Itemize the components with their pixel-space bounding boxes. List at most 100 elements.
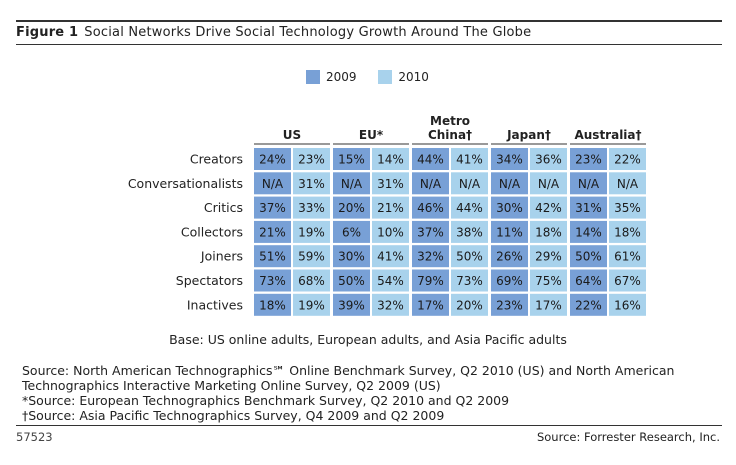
cell-joiners-japan-2009	[491, 245, 528, 268]
cell-value-spectators-us-2009: 73%	[259, 274, 286, 288]
cell-value-conversationalists-us-2010: 31%	[298, 177, 325, 191]
row-label-joiners: Joiners	[200, 249, 243, 264]
cell-value-collectors-australia-2009: 14%	[575, 225, 602, 239]
cell-value-collectors-japan-2009: 11%	[496, 225, 523, 239]
cell-joiners-australia-2010	[609, 245, 646, 268]
region-header-metro-china: China†	[428, 128, 472, 142]
cell-creators-metro-china-2009	[412, 148, 449, 170]
cell-creators-japan-2009	[491, 148, 528, 170]
region-header-metro-china-line1: Metro	[430, 114, 470, 128]
source-line-3: *Source: European Technographics Benchma…	[22, 393, 510, 408]
cell-critics-eu-2009	[333, 196, 370, 219]
cell-conversationalists-metro-china-2009	[412, 172, 449, 195]
cell-conversationalists-australia-2009	[570, 172, 607, 195]
region-header-australia: Australia†	[574, 128, 641, 142]
cell-inactives-eu-2009	[333, 293, 370, 316]
cell-value-conversationalists-eu-2009: N/A	[341, 177, 363, 191]
cell-value-critics-eu-2010: 21%	[377, 201, 404, 215]
cell-creators-japan-2010	[530, 148, 567, 170]
base-note: Base: US online adults, European adults,…	[169, 332, 567, 347]
cell-value-inactives-eu-2009: 39%	[338, 298, 365, 312]
cell-value-spectators-japan-2010: 75%	[535, 274, 562, 288]
cell-spectators-australia-2010	[609, 269, 646, 292]
cell-value-critics-metro-china-2009: 46%	[417, 201, 444, 215]
cell-inactives-australia-2010	[609, 293, 646, 316]
cell-creators-metro-china-2010	[451, 148, 488, 170]
cell-value-creators-us-2009: 24%	[259, 153, 286, 167]
cell-critics-japan-2010	[530, 196, 567, 219]
cell-value-critics-eu-2009: 20%	[338, 201, 365, 215]
row-label-inactives: Inactives	[187, 297, 243, 312]
cell-collectors-japan-2010	[530, 220, 567, 243]
cell-value-conversationalists-metro-china-2010: N/A	[459, 177, 481, 191]
cell-critics-us-2009	[254, 196, 291, 219]
legend-label-2009: 2009	[326, 70, 357, 84]
cell-joiners-eu-2010	[372, 245, 409, 268]
cell-creators-eu-2009	[333, 148, 370, 170]
cell-value-conversationalists-metro-china-2009: N/A	[420, 177, 442, 191]
source-line-1: Source: North American Technographics℠ O…	[22, 363, 675, 378]
cell-joiners-japan-2010	[530, 245, 567, 268]
cell-value-critics-metro-china-2010: 44%	[456, 201, 483, 215]
cell-conversationalists-eu-2009	[333, 172, 370, 195]
cell-value-joiners-us-2009: 51%	[259, 250, 286, 264]
cell-spectators-eu-2010	[372, 269, 409, 292]
cell-collectors-metro-china-2009	[412, 220, 449, 243]
cell-value-conversationalists-australia-2009: N/A	[578, 177, 600, 191]
cell-value-inactives-japan-2010: 17%	[535, 298, 562, 312]
cell-value-inactives-us-2009: 18%	[259, 298, 286, 312]
legend-label-2010: 2010	[398, 70, 429, 84]
cell-joiners-metro-china-2009	[412, 245, 449, 268]
cell-inactives-us-2010	[293, 293, 330, 316]
cell-spectators-us-2010	[293, 269, 330, 292]
cell-value-joiners-eu-2010: 41%	[377, 250, 404, 264]
cell-spectators-eu-2009	[333, 269, 370, 292]
cell-conversationalists-eu-2010	[372, 172, 409, 195]
cell-joiners-us-2009	[254, 245, 291, 268]
cell-value-critics-japan-2009: 30%	[496, 201, 523, 215]
cell-value-critics-japan-2010: 42%	[535, 201, 562, 215]
cell-value-inactives-japan-2009: 23%	[496, 298, 523, 312]
cell-critics-eu-2010	[372, 196, 409, 219]
cell-value-joiners-metro-china-2010: 50%	[456, 250, 483, 264]
legend-item-2010: 2010	[378, 70, 429, 84]
cell-value-creators-eu-2009: 15%	[338, 153, 365, 167]
cell-value-critics-australia-2009: 31%	[575, 201, 602, 215]
cell-joiners-us-2010	[293, 245, 330, 268]
cell-collectors-eu-2009	[333, 220, 370, 243]
cell-collectors-eu-2010	[372, 220, 409, 243]
cell-critics-japan-2009	[491, 196, 528, 219]
cell-value-collectors-metro-china-2010: 38%	[456, 225, 483, 239]
cell-value-joiners-eu-2009: 30%	[338, 250, 365, 264]
cell-value-joiners-us-2010: 59%	[298, 250, 325, 264]
cell-collectors-japan-2009	[491, 220, 528, 243]
figure-label: Figure 1	[16, 25, 79, 40]
cell-value-inactives-metro-china-2010: 20%	[456, 298, 483, 312]
region-header-eu: EU*	[359, 128, 384, 142]
cell-spectators-japan-2010	[530, 269, 567, 292]
legend-swatch-2010	[378, 70, 393, 84]
cell-spectators-australia-2009	[570, 269, 607, 292]
cell-value-collectors-us-2010: 19%	[298, 225, 325, 239]
region-header-japan: Japan†	[506, 128, 551, 142]
cell-collectors-us-2009	[254, 220, 291, 243]
cell-value-collectors-us-2009: 21%	[259, 225, 286, 239]
cell-value-creators-australia-2010: 22%	[614, 153, 641, 167]
cell-value-joiners-japan-2009: 26%	[496, 250, 523, 264]
cell-critics-australia-2009	[570, 196, 607, 219]
cell-spectators-us-2009	[254, 269, 291, 292]
cell-critics-metro-china-2009	[412, 196, 449, 219]
figure-code: 57523	[16, 430, 53, 444]
row-label-critics: Critics	[204, 200, 243, 215]
footer-credit: Source: Forrester Research, Inc.	[536, 430, 720, 444]
cell-conversationalists-australia-2010	[609, 172, 646, 195]
cell-spectators-japan-2009	[491, 269, 528, 292]
cell-conversationalists-japan-2009	[491, 172, 528, 195]
cell-spectators-metro-china-2009	[412, 269, 449, 292]
cell-value-collectors-eu-2010: 10%	[377, 225, 404, 239]
cell-critics-metro-china-2010	[451, 196, 488, 219]
cell-value-joiners-australia-2009: 50%	[575, 250, 602, 264]
cell-value-joiners-metro-china-2009: 32%	[417, 250, 444, 264]
cell-spectators-metro-china-2010	[451, 269, 488, 292]
cell-collectors-metro-china-2010	[451, 220, 488, 243]
